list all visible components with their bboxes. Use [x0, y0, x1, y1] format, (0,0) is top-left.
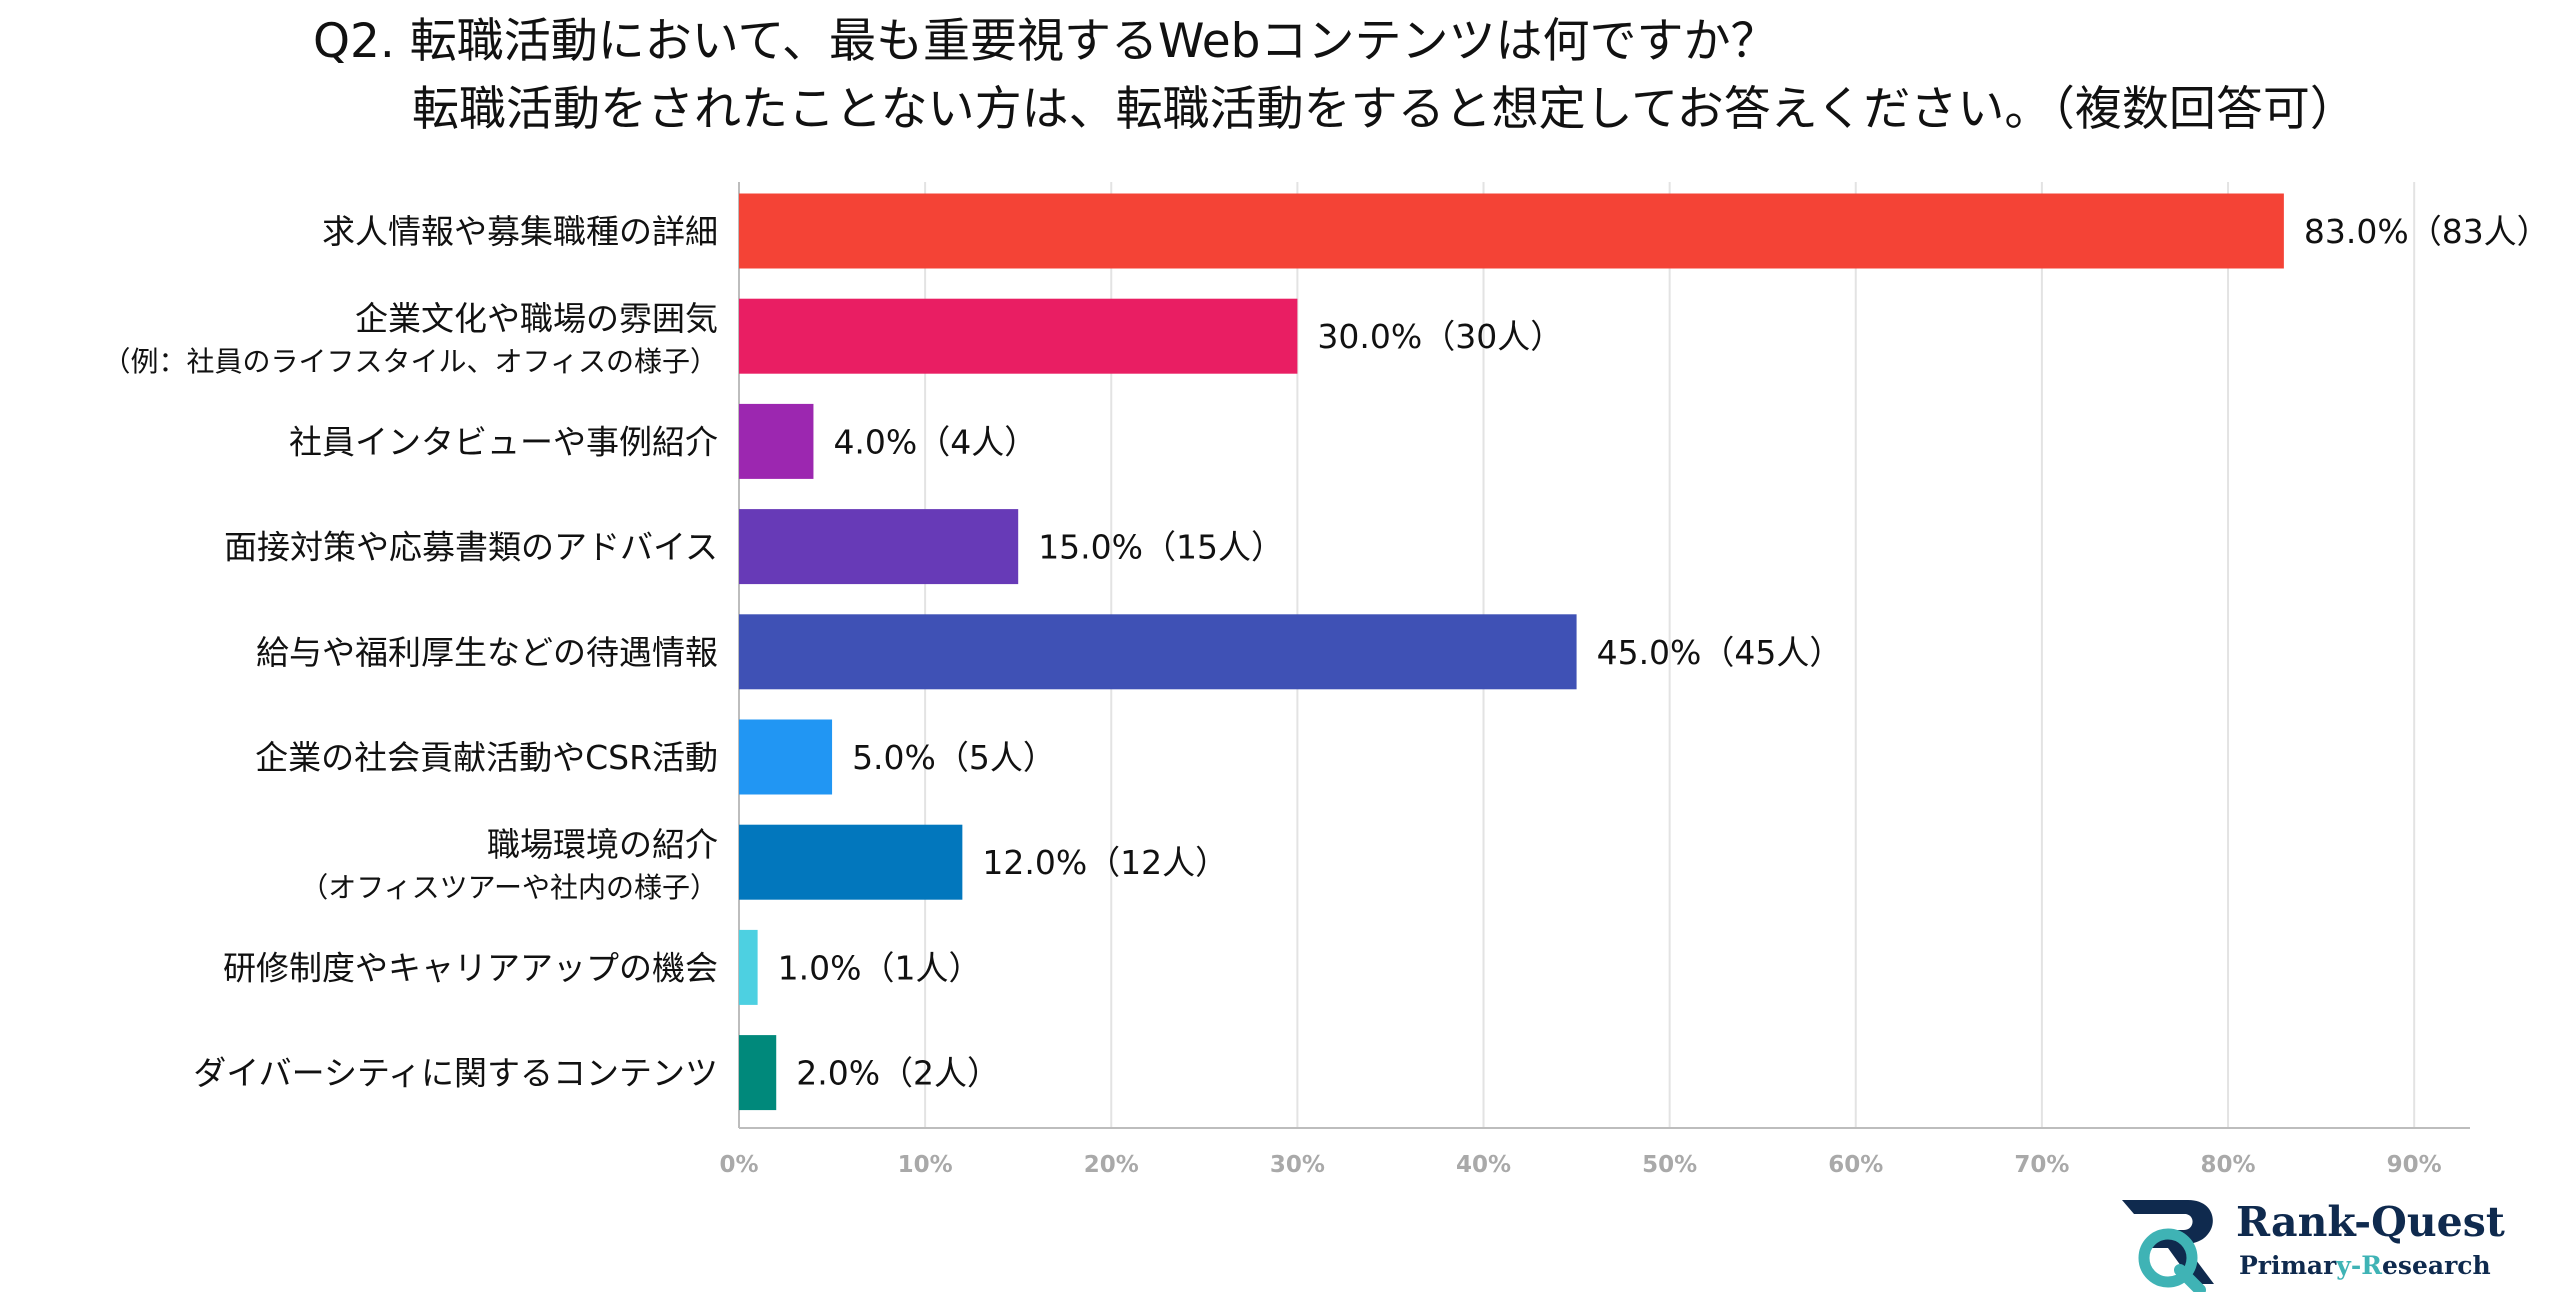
- data-labels: 83.0%（83人） 30.0%（30人） 4.0%（4人） 15.0%（15人） 45…: [778, 212, 2550, 1093]
- category-label: 給与や福利厚生などの待遇情報: [256, 633, 718, 672]
- bars: [739, 193, 2284, 1111]
- bar: [739, 403, 814, 479]
- x-tick-label: 60%: [1828, 1152, 1883, 1178]
- bar: [739, 614, 1577, 690]
- category-label: 研修制度やキャリアアップの機会: [223, 948, 718, 987]
- category-label: 求人情報や募集職種の詳細: [322, 212, 718, 251]
- rank-quest-logo: Rank-Quest Primary-Research: [2118, 1192, 2538, 1292]
- x-tick-label: 30%: [1270, 1152, 1325, 1178]
- data-label: 5.0%（5人）: [852, 738, 1056, 777]
- bar: [739, 719, 833, 795]
- logo-name: Rank-Quest: [2236, 1198, 2505, 1246]
- bar: [739, 193, 2284, 269]
- bar: [739, 824, 963, 900]
- data-label: 45.0%（45人）: [1597, 633, 1843, 672]
- rank-quest-logo-icon: [2122, 1200, 2214, 1292]
- category-label: 企業の社会貢献活動やCSR活動: [255, 738, 718, 777]
- x-tick-label: 0%: [719, 1152, 758, 1178]
- category-sublabel: （オフィスツアーや社内の様子）: [300, 871, 718, 904]
- data-label: 1.0%（1人）: [778, 948, 982, 987]
- category-label: 企業文化や職場の雰囲気: [355, 299, 718, 338]
- data-label: 12.0%（12人）: [982, 843, 1228, 882]
- data-label: 30.0%（30人）: [1317, 317, 1563, 356]
- x-tick-label: 50%: [1642, 1152, 1697, 1178]
- chart-title-line-2: 転職活動をされたことない方は、転職活動をすると想定してお答えください。（複数回答…: [412, 82, 2357, 137]
- logo-tagline: Primary-Research: [2239, 1251, 2491, 1280]
- x-tick-label: 40%: [1456, 1152, 1511, 1178]
- category-label: ダイバーシティに関するコンテンツ: [193, 1054, 718, 1093]
- x-tick-label: 80%: [2201, 1152, 2256, 1178]
- bar: [739, 298, 1298, 374]
- bar: [739, 1035, 777, 1111]
- category-sublabel: （例：社員のライフスタイル、オフィスの様子）: [103, 345, 718, 378]
- bar: [739, 509, 1019, 585]
- data-label: 15.0%（15人）: [1038, 528, 1284, 567]
- category-label: 面接対策や応募書類のアドバイス: [224, 528, 718, 567]
- category-label: 社員インタビューや事例紹介: [289, 422, 718, 461]
- x-tick-label: 20%: [1084, 1152, 1139, 1178]
- data-label: 2.0%（2人）: [796, 1054, 1000, 1093]
- x-axis-ticks: 0% 10% 20% 30% 40% 50% 60% 70% 80% 90%: [719, 1152, 2441, 1178]
- data-label: 83.0%（83人）: [2304, 212, 2550, 251]
- category-label: 職場環境の紹介: [487, 825, 718, 864]
- data-label: 4.0%（4人）: [833, 422, 1037, 461]
- x-tick-label: 70%: [2014, 1152, 2069, 1178]
- chart-title-line-1: Q2. 転職活動において、最も重要視するWebコンテンツは何ですか？: [313, 14, 1778, 69]
- bar: [739, 929, 758, 1005]
- x-tick-label: 90%: [2387, 1152, 2442, 1178]
- x-tick-label: 10%: [898, 1152, 953, 1178]
- grid-lines: [738, 182, 2470, 1129]
